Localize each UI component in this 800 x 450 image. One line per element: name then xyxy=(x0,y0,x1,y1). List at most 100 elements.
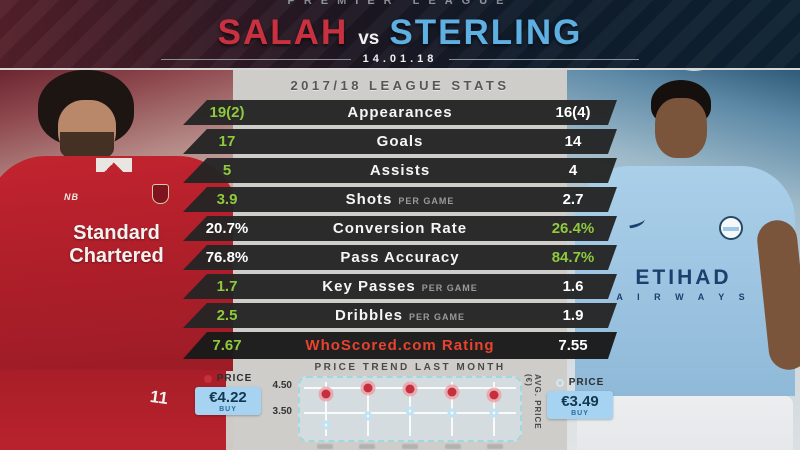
stat-label: Appearances xyxy=(271,104,529,121)
stat-label-text: Appearances xyxy=(347,104,453,121)
sterling-value: 14 xyxy=(564,133,582,150)
league-label: PREMIER LEAGUE xyxy=(287,0,513,7)
stat-row-goals: 17 Goals 14 xyxy=(183,129,617,154)
sterling-shorts xyxy=(577,396,793,450)
stat-label: WhoScored.com Rating xyxy=(271,337,529,354)
price-label: PRICE xyxy=(568,377,605,388)
x-axis-cropped-labels xyxy=(298,444,522,450)
stat-label-text: Dribbles xyxy=(334,307,403,324)
stat-row-key-passes: 1.7 Key Passes PER GAME 1.6 xyxy=(183,274,617,299)
sponsor-line1: Standard xyxy=(73,222,160,244)
vs-label: vs xyxy=(358,28,380,49)
stats-block: 2017/18 LEAGUE STATS 19(2) Appearances 1… xyxy=(183,78,617,363)
matchup-title: SALAH vs STERLING xyxy=(0,13,800,53)
y-tick-350: 3.50 xyxy=(272,406,292,417)
x-tick-label-cropped xyxy=(316,444,333,449)
sterling-value: 16(4) xyxy=(555,104,591,121)
sterling-name: STERLING xyxy=(389,13,583,52)
salah-value: 17 xyxy=(218,133,236,150)
match-date: 14.01.18 xyxy=(362,53,438,65)
avg-price-axis-label: AVG. PRICE (€) xyxy=(524,374,542,430)
sterling-price-value: €3.49 xyxy=(561,393,599,410)
stat-label-text: Goals xyxy=(376,133,424,150)
price-point-salah xyxy=(447,387,457,397)
price-point-sterling xyxy=(405,406,415,416)
sterling-value: 2.7 xyxy=(562,191,584,208)
salah-value: 76.8% xyxy=(205,249,249,266)
stat-row-shots: 3.9 Shots PER GAME 2.7 xyxy=(183,187,617,212)
stat-label: Assists xyxy=(271,162,529,179)
liverpool-jersey-crest-icon xyxy=(152,184,169,204)
salah-buy-button[interactable]: €4.22 BUY xyxy=(195,387,261,415)
stat-label: Goals xyxy=(271,133,529,150)
sterling-sponsor-text: ETIHAD A I R W A Y S xyxy=(567,266,800,302)
stat-label-text: Pass Accuracy xyxy=(340,249,460,266)
buy-label: BUY xyxy=(571,410,589,417)
stat-label: Dribbles PER GAME xyxy=(271,307,529,324)
stat-row-pass-accuracy: 76.8% Pass Accuracy 84.7% xyxy=(183,245,617,270)
salah-collar xyxy=(96,158,132,172)
stat-label-suffix: PER GAME xyxy=(398,196,455,206)
salah-value: 7.67 xyxy=(212,337,242,354)
header-banner: PREMIER LEAGUE SALAH vs STERLING 14.01.18 xyxy=(0,0,800,70)
price-point-sterling xyxy=(489,408,499,418)
sterling-price-circle-icon xyxy=(555,378,564,387)
sterling-value: 4 xyxy=(568,162,578,179)
stat-label-text: Shots xyxy=(345,191,393,208)
salah-photo-panel: NB Standard Chartered 11 xyxy=(0,70,233,450)
stat-label-suffix: PER GAME xyxy=(409,312,466,322)
date-divider-left xyxy=(160,58,351,60)
price-label: PRICE xyxy=(216,373,253,384)
salah-shorts-number: 11 xyxy=(148,386,170,409)
price-label-row: PRICE xyxy=(195,373,261,384)
x-tick-label-cropped xyxy=(444,444,461,449)
sterling-value: 1.9 xyxy=(562,307,584,324)
salah-value: 20.7% xyxy=(205,220,249,237)
salah-name: SALAH xyxy=(217,13,349,52)
price-point-sterling xyxy=(363,411,373,421)
stat-label: Key Passes PER GAME xyxy=(271,278,529,295)
city-jersey-crest-icon xyxy=(719,216,743,240)
x-tick-label-cropped xyxy=(487,444,504,449)
stats-title: 2017/18 LEAGUE STATS xyxy=(290,78,510,93)
sterling-value: 1.6 xyxy=(562,278,584,295)
price-point-salah xyxy=(363,383,373,393)
stat-label: Conversion Rate xyxy=(271,220,529,237)
date-row: 14.01.18 xyxy=(0,53,800,65)
stat-row-assists: 5 Assists 4 xyxy=(183,158,617,183)
salah-price-value: €4.22 xyxy=(209,389,247,406)
sponsor-line1: ETIHAD xyxy=(635,266,732,289)
stat-label: Shots PER GAME xyxy=(271,191,529,208)
price-point-salah xyxy=(405,384,415,394)
buy-label: BUY xyxy=(219,406,237,413)
salah-value: 19(2) xyxy=(209,104,245,121)
stat-row-dribbles: 2.5 Dribbles PER GAME 1.9 xyxy=(183,303,617,328)
nb-logo: NB xyxy=(64,192,79,202)
price-label-row: PRICE xyxy=(547,377,613,388)
stat-label-text: Conversion Rate xyxy=(332,220,468,237)
price-trend-title: PRICE TREND LAST MONTH xyxy=(314,362,506,373)
gridline-vertical xyxy=(325,382,328,436)
sterling-buy-button[interactable]: €3.49 BUY xyxy=(547,391,613,419)
price-point-salah xyxy=(321,389,331,399)
stat-label-suffix: PER GAME xyxy=(421,283,478,293)
x-tick-label-cropped xyxy=(402,444,418,449)
sponsor-line2: Chartered xyxy=(69,245,164,267)
sterling-value: 84.7% xyxy=(551,249,595,266)
salah-value: 5 xyxy=(222,162,232,179)
date-divider-right xyxy=(449,58,640,60)
sterling-value: 7.55 xyxy=(558,337,588,354)
stat-label-text: Key Passes xyxy=(322,278,416,295)
sponsor-line2: A I R W A Y S xyxy=(616,292,751,302)
stat-row-conversion-rate: 20.7% Conversion Rate 26.4% xyxy=(183,216,617,241)
price-trend-plot xyxy=(298,376,522,442)
x-tick-label-cropped xyxy=(359,444,376,449)
stat-label-text: WhoScored.com Rating xyxy=(305,337,495,354)
salah-value: 1.7 xyxy=(216,278,238,295)
salah-price-dot-icon xyxy=(203,374,212,383)
sterling-price-card: PRICE €3.49 BUY xyxy=(547,377,613,419)
salah-value: 3.9 xyxy=(216,191,238,208)
price-point-sterling xyxy=(447,408,457,418)
price-point-sterling xyxy=(321,420,331,430)
